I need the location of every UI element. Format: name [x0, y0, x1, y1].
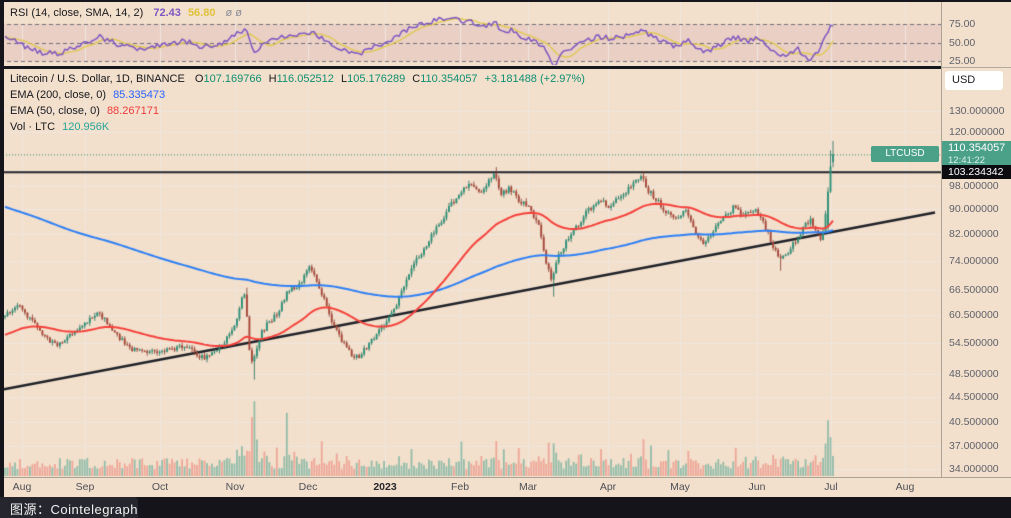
- source-label-box: 图源：Cointelegraph: [0, 497, 138, 518]
- price-tick: 82.000000: [949, 227, 999, 240]
- price-tick: 34.000000: [949, 462, 999, 475]
- ohlc-open: 107.169766: [203, 73, 262, 85]
- ema50-legend-row[interactable]: EMA (50, close, 0) 88.267171: [10, 105, 159, 117]
- symbol-price-label-tag[interactable]: LTCUSD: [871, 146, 939, 162]
- price-tick: 40.500000: [949, 416, 999, 429]
- time-label: Nov: [225, 481, 245, 493]
- time-label: Sep: [75, 481, 95, 493]
- price-tick: 54.500000: [949, 336, 999, 349]
- time-label: Aug: [895, 481, 915, 493]
- rsi-tick: 75.00: [949, 18, 976, 30]
- volume-label: Vol · LTC: [10, 121, 56, 133]
- rsi-hidden-plots-icon[interactable]: ø ø: [225, 7, 243, 19]
- level-price-tag[interactable]: 103.234342: [942, 165, 1011, 179]
- rsi-legend-title: RSI (14, close, SMA, 14, 2): [10, 7, 144, 19]
- ohlc-close-label: C: [412, 73, 421, 85]
- ema200-legend-row[interactable]: EMA (200, close, 0) 85.335473: [10, 89, 165, 101]
- source-label: 图源：Cointelegraph: [10, 502, 138, 517]
- time-label: Dec: [298, 481, 318, 493]
- price-tick: 90.000000: [949, 202, 999, 215]
- time-scale[interactable]: Aug Sep Oct Nov Dec 2023 Feb Mar Apr May Jun Jul Aug: [0, 477, 1011, 497]
- rsi-value: 72.43: [153, 7, 181, 19]
- price-tick: 44.500000: [949, 391, 999, 404]
- currency-toggle-button[interactable]: USD: [945, 71, 1003, 90]
- ema50-value: 88.267171: [106, 105, 159, 117]
- time-label: Jul: [824, 481, 838, 493]
- time-label: Oct: [151, 481, 169, 493]
- price-tick: 74.000000: [949, 255, 999, 268]
- ema50-label: EMA (50, close, 0): [10, 105, 100, 117]
- symbol-legend-row[interactable]: Litecoin / U.S. Dollar, 1D, BINANCE O107…: [10, 73, 585, 85]
- volume-legend-row[interactable]: Vol · LTC 120.956K: [10, 121, 109, 133]
- time-label: Apr: [599, 481, 617, 493]
- price-chart-canvas[interactable]: [0, 0, 941, 497]
- rsi-tick: 50.00: [949, 36, 976, 49]
- rsi-sma-value: 56.80: [187, 7, 216, 19]
- symbol-title: Litecoin / U.S. Dollar, 1D, BINANCE: [10, 73, 185, 85]
- ohlc-low-label: L: [340, 73, 348, 85]
- time-label: Aug: [12, 481, 32, 493]
- time-label: Feb: [450, 481, 470, 493]
- price-tick: 120.000000: [949, 126, 1005, 138]
- ohlc-high-label: H: [268, 73, 277, 85]
- change-value: +3.181488 (+2.97%): [484, 73, 585, 85]
- price-tick: 60.500000: [949, 308, 999, 321]
- price-scale[interactable]: 75.00 50.00 25.00 130.000000 120.000000 98.0…: [941, 0, 1011, 497]
- pane-separator-scale: [941, 67, 1011, 68]
- price-tick: 130.000000: [949, 104, 1005, 117]
- ohlc-high: 116.052512: [276, 73, 334, 85]
- ohlc-close: 110.354057: [420, 73, 478, 85]
- price-tick: 98.000000: [949, 180, 999, 193]
- window-top-border: [0, 0, 1011, 2]
- time-label: Jun: [748, 481, 766, 493]
- rsi-tick: 25.00: [949, 55, 976, 68]
- window-left-border: [0, 0, 4, 497]
- bottom-bar: 图源：Cointelegraph: [0, 497, 1011, 518]
- ohlc-low: 105.176289: [347, 73, 406, 85]
- ohlc-open-label: O: [194, 73, 204, 85]
- price-tick: 48.500000: [949, 368, 999, 381]
- ema200-label: EMA (200, close, 0): [10, 89, 106, 101]
- ema200-value: 85.335473: [113, 89, 166, 101]
- time-label: Mar: [518, 481, 538, 493]
- bar-countdown: 12:41:22: [948, 155, 985, 166]
- volume-value: 120.956K: [62, 121, 110, 133]
- last-price-value: 110.354057: [948, 142, 1006, 154]
- rsi-legend[interactable]: RSI (14, close, SMA, 14, 2) 72.43 56.80 …: [10, 7, 242, 19]
- time-label: May: [670, 481, 690, 493]
- price-tick: 37.000000: [949, 440, 999, 453]
- last-price-tag[interactable]: 110.354057 12:41:22: [942, 141, 1011, 168]
- price-tick: 66.500000: [949, 283, 999, 296]
- pane-separator[interactable]: [0, 66, 941, 69]
- time-label: 2023: [373, 481, 397, 493]
